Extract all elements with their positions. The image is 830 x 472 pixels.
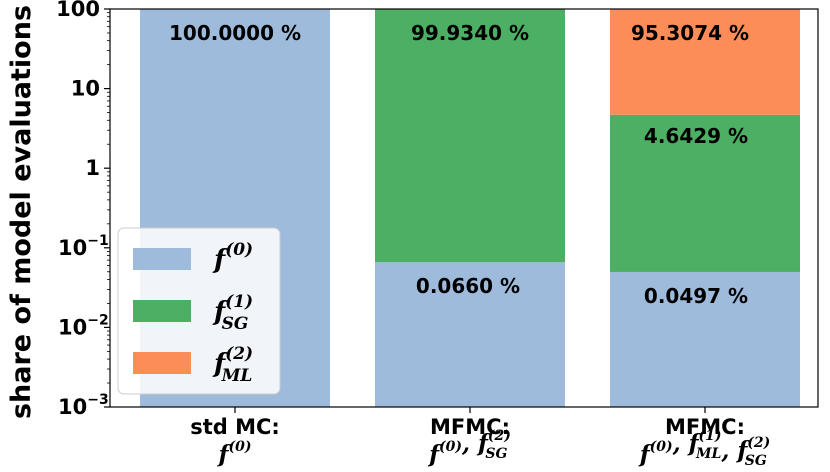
- data-label-bar-2-segment-1: 0.0660 %: [416, 274, 520, 298]
- y-axis-label: share of model evaluations: [6, 5, 37, 419]
- x-tick-math-3: f(0), f(1) ML, f(2) SG: [638, 428, 771, 469]
- legend-label-1: f(0): [212, 240, 253, 275]
- data-label-bar-1-segment-1: 100.0000 %: [169, 21, 301, 45]
- y-tick-label-5: 10: [71, 77, 100, 101]
- bar-2-segment-2: [375, 9, 565, 263]
- data-label-bar-3-segment-1: 0.0497 %: [644, 284, 748, 308]
- y-tick-label-3: 10−1: [58, 233, 109, 260]
- legend-swatch-3: [133, 352, 191, 374]
- legend-swatch-1: [133, 248, 191, 270]
- bar-3-segment-1: [610, 271, 800, 407]
- legend-label-2: f(1) SG: [212, 292, 253, 334]
- x-tick-label-1: std MC:: [190, 415, 280, 439]
- legend-swatch-2: [133, 300, 191, 322]
- y-tick-label-1: 10−3: [58, 392, 109, 419]
- x-tick-math-1: f(0): [217, 439, 252, 468]
- x-tick-label-3: MFMC:: [665, 415, 745, 439]
- data-label-bar-3-segment-3: 95.3074 %: [631, 21, 749, 45]
- x-tick-math-2: f(0), f(2) SG: [427, 428, 511, 468]
- data-label-bar-3-segment-2: 4.6429 %: [644, 124, 748, 148]
- y-tick-label-4: 1: [85, 156, 100, 180]
- y-tick-label-6: 100: [56, 0, 100, 21]
- plot-frame: [109, 8, 819, 408]
- data-label-bar-2-segment-2: 99.9340 %: [411, 21, 529, 45]
- bar-2-segment-1: [375, 262, 565, 407]
- x-tick-label-2: MFMC:: [430, 415, 510, 439]
- bar-3-segment-3: [610, 9, 800, 115]
- bar-3-segment-2: [610, 114, 800, 272]
- legend-label-3: f(2) ML: [212, 344, 253, 386]
- y-tick-label-2: 10−2: [58, 312, 109, 339]
